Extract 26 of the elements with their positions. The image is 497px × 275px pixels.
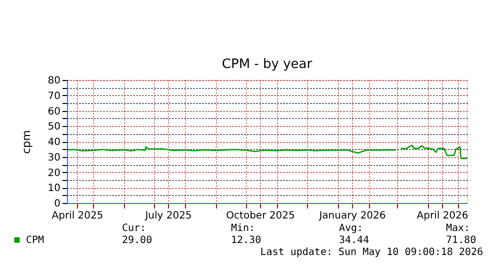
y-tick-label: 30: [48, 152, 60, 164]
text: 12.30: [231, 235, 262, 246]
text: Cur:: [122, 223, 146, 234]
y-tick-label: 40: [48, 137, 60, 148]
y-tick-label: 70: [48, 90, 60, 102]
legend-label: CPM: [26, 235, 44, 246]
y-tick-label: 60: [48, 106, 60, 118]
y-axis-title: cpm: [20, 130, 33, 154]
text: 29.00: [122, 235, 152, 246]
y-tick-label: 0: [54, 198, 60, 210]
x-tick-label: April 2026: [416, 210, 468, 222]
text: Min:: [231, 223, 256, 234]
y-tick-label: 50: [48, 122, 60, 133]
y-tick-label: 10: [48, 183, 60, 194]
text: 71.80: [446, 235, 476, 246]
x-tick-label: January 2026: [318, 210, 386, 222]
x-tick-label: July 2025: [144, 210, 192, 222]
y-tick-label: 20: [48, 168, 60, 179]
text: Max:: [446, 223, 470, 234]
text: Last update: Sun May 10 09:00:18 2026: [260, 247, 483, 258]
text: Avg:: [339, 223, 364, 234]
x-tick-label: April 2025: [52, 210, 104, 222]
y-tick-label: 80: [48, 76, 60, 86]
text: 34.44: [339, 235, 370, 246]
chart-title: CPM - by year: [222, 57, 313, 72]
x-tick-label: October 2025: [226, 210, 295, 222]
